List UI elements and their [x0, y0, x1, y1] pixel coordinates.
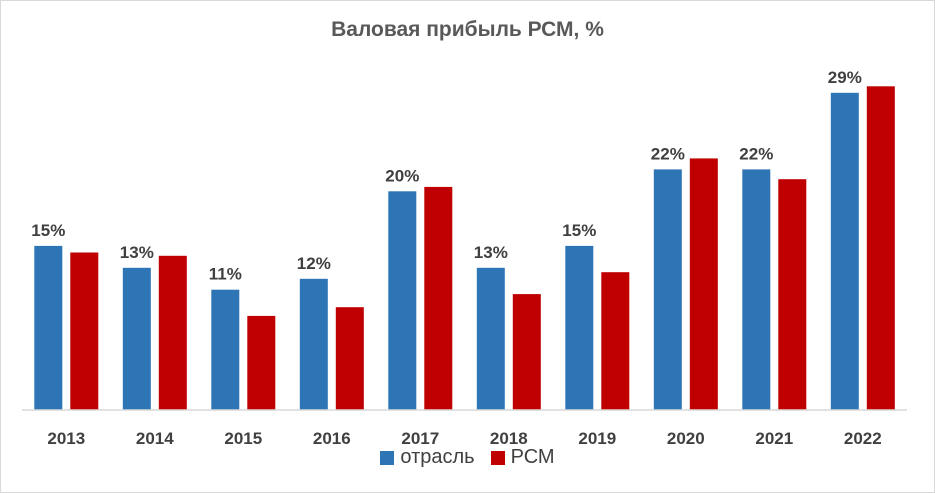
- bar-otrasl-2021: [742, 169, 771, 410]
- data-label-2020: 22%: [651, 144, 685, 163]
- bar-otrasl-2013: [34, 245, 63, 410]
- x-tick-2018: 2018: [490, 429, 528, 448]
- data-label-2019: 15%: [562, 221, 596, 240]
- bar-otrasl-2022: [830, 92, 859, 411]
- bar-rsm-2020: [689, 158, 718, 410]
- x-tick-2015: 2015: [224, 429, 262, 448]
- data-label-2016: 12%: [297, 254, 331, 273]
- x-tick-2021: 2021: [755, 429, 793, 448]
- legend-label-rsm: РСМ: [510, 446, 555, 468]
- data-label-2021: 22%: [739, 144, 773, 163]
- bar-rsm-2014: [158, 255, 187, 410]
- bar-otrasl-2016: [299, 278, 328, 411]
- x-tick-2020: 2020: [667, 429, 705, 448]
- x-tick-2017: 2017: [401, 429, 439, 448]
- bar-rsm-2018: [512, 294, 541, 410]
- legend-label-otrasl: отрасль: [400, 446, 475, 468]
- chart-title: Валовая прибыль РСМ, %: [331, 18, 604, 41]
- bar-rsm-2015: [247, 315, 276, 410]
- data-label-2014: 13%: [120, 243, 154, 262]
- bar-otrasl-2020: [653, 169, 682, 410]
- bar-otrasl-2018: [476, 267, 505, 410]
- x-tick-2022: 2022: [844, 429, 882, 448]
- x-tick-2013: 2013: [47, 429, 85, 448]
- bar-rsm-2016: [335, 307, 364, 410]
- legend-swatch-rsm: [490, 450, 505, 465]
- x-tick-2019: 2019: [578, 429, 616, 448]
- x-tick-2014: 2014: [136, 429, 174, 448]
- x-axis-ticks: 2013 2014 2015 2016 2017 2018 2019 2020 2021 2022: [47, 429, 881, 448]
- legend-item-otrasl: отрасль: [380, 446, 475, 469]
- x-tick-2016: 2016: [313, 429, 351, 448]
- data-label-2017: 20%: [385, 166, 419, 185]
- bar-rsm-2013: [70, 252, 99, 410]
- data-label-2013: 15%: [31, 221, 65, 240]
- legend-swatch-otrasl: [380, 450, 395, 465]
- bar-otrasl-2014: [122, 267, 151, 410]
- data-label-2018: 13%: [474, 243, 508, 262]
- legend-item-rsm: РСМ: [490, 446, 555, 469]
- bars-layer: [34, 86, 895, 411]
- bar-otrasl-2019: [565, 245, 594, 410]
- bar-otrasl-2015: [211, 289, 240, 410]
- bar-otrasl-2017: [388, 191, 417, 411]
- data-label-2022: 29%: [828, 68, 862, 87]
- data-label-2015: 11%: [209, 265, 242, 284]
- data-labels-layer: 15% 13% 11% 12% 20% 13% 15% 22% 22% 29%: [31, 68, 862, 284]
- bar-rsm-2021: [778, 179, 807, 410]
- bar-rsm-2017: [424, 186, 453, 410]
- bar-rsm-2019: [601, 272, 630, 410]
- bar-rsm-2022: [866, 86, 895, 411]
- legend: отрасль РСМ: [0, 446, 935, 469]
